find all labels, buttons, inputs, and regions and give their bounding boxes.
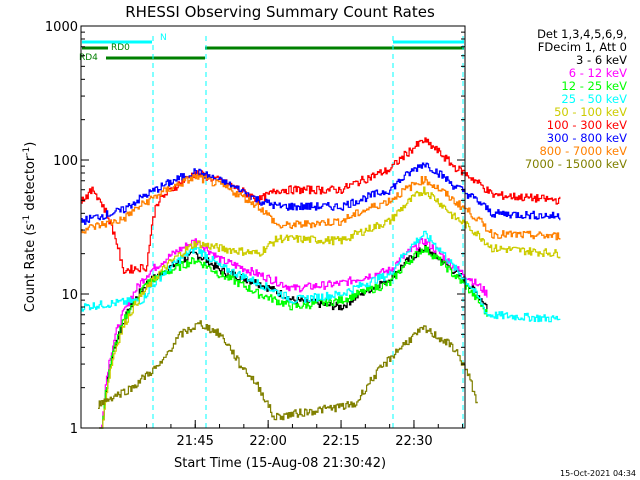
y-tick-label: 1	[70, 422, 78, 437]
y-tick-label: 1000	[45, 20, 78, 35]
series-lines	[81, 137, 561, 429]
y-axis-label-sup: -1	[22, 215, 32, 224]
legend-entry: 25 - 50 keV	[561, 92, 627, 106]
flag-label: N	[160, 33, 167, 43]
y-axis-label-part: detector	[23, 155, 38, 215]
y-axis-label-part: Count Rate (s	[23, 224, 38, 313]
flag-label: RD0	[111, 43, 130, 53]
legend: Det 1,3,4,5,6,9,FDecim 1, Att 03 - 6 keV…	[525, 27, 627, 171]
legend-entry: 100 - 300 keV	[547, 118, 627, 132]
legend-entry: 12 - 25 keV	[561, 79, 627, 93]
legend-entry: 50 - 100 keV	[554, 105, 627, 119]
flag-label: RD4	[79, 53, 98, 63]
series-line	[99, 245, 488, 429]
x-axis-label: Start Time (15-Aug-08 21:30:42)	[174, 456, 386, 471]
legend-entry: 3 - 6 keV	[576, 53, 627, 67]
series-line	[99, 238, 488, 429]
legend-entry: 800 - 7000 keV	[539, 144, 627, 158]
series-line	[99, 186, 561, 429]
axis-ticks: 21:45 22:00 22:15 22:30 1 10 100 1000	[45, 20, 465, 449]
series-line	[81, 162, 561, 225]
legend-entry: 300 - 800 keV	[547, 131, 627, 145]
y-tick-label: 100	[53, 154, 78, 169]
legend-header: Det 1,3,4,5,6,9,	[537, 27, 627, 41]
plot-frame	[80, 25, 466, 429]
x-tick-label: 22:15	[322, 434, 359, 449]
legend-entry: 6 - 12 keV	[569, 66, 627, 80]
x-tick-label: 22:00	[249, 434, 286, 449]
series-line	[98, 320, 478, 421]
series-line	[81, 173, 561, 241]
series-line	[81, 230, 561, 323]
x-tick-label: 22:30	[395, 434, 432, 449]
x-tick-label: 21:45	[176, 434, 213, 449]
flag-bars: N RD0 RD4	[79, 33, 464, 428]
y-axis-label-part: )	[23, 142, 38, 147]
y-axis-label-sup: -1	[22, 147, 32, 156]
y-tick-label: 10	[61, 288, 78, 303]
chart-title: RHESSI Observing Summary Count Rates	[125, 3, 435, 21]
timestamp: 15-Oct-2021 04:34	[560, 469, 636, 478]
y-axis-label: Count Rate (s-1 detector-1)	[22, 142, 38, 313]
legend-entry: 7000 - 15000 keV	[525, 157, 627, 171]
series-line	[99, 245, 488, 429]
legend-header: FDecim 1, Att 0	[538, 40, 627, 54]
